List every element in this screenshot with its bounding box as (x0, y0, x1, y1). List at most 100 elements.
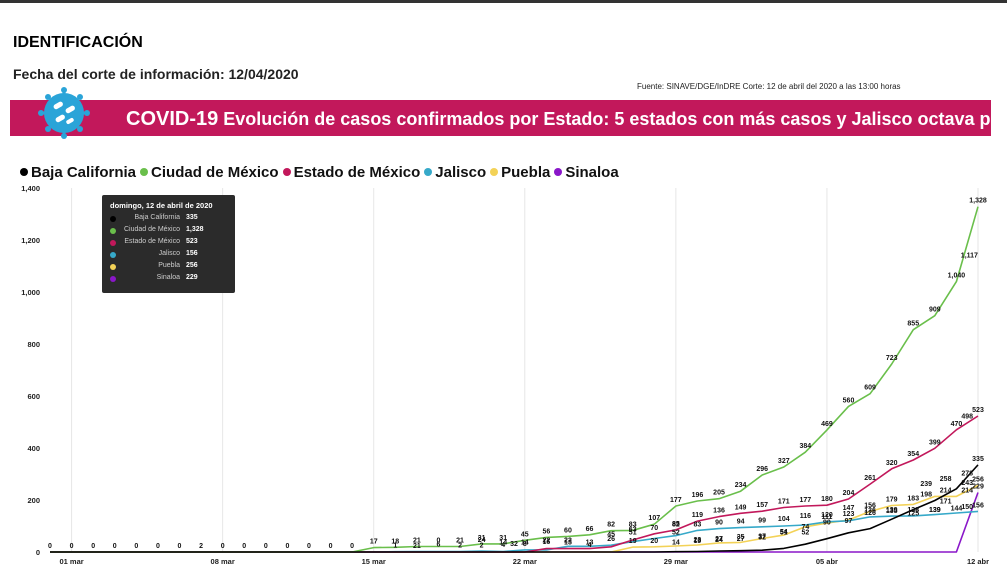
tooltip-dot (110, 252, 116, 258)
data-label: 177 (800, 497, 812, 504)
data-label: 60 (564, 527, 572, 534)
legend-item[interactable]: Ciudad de México (140, 164, 279, 181)
data-label: 125 (907, 511, 919, 518)
tooltip-value: 256 (186, 262, 198, 269)
data-label: 1,117 (961, 253, 978, 260)
data-label: 0 (178, 543, 182, 550)
data-label: 1,040 (948, 273, 966, 280)
data-label: 196 (692, 492, 704, 499)
data-label: 90 (715, 520, 723, 527)
legend-item[interactable]: Estado de México (282, 163, 421, 181)
tooltip-series-name: Puebla (158, 262, 180, 269)
legend-item[interactable]: Puebla (490, 164, 550, 181)
data-label: 0 (70, 543, 74, 550)
series-line (50, 415, 979, 553)
data-label: 258 (940, 476, 952, 483)
data-label: 855 (907, 321, 919, 328)
banner-title-lead: COVID-19 (126, 108, 219, 130)
data-label: 0 (329, 543, 333, 550)
tooltip-series-name: Sinaloa (156, 274, 180, 281)
tooltip-row: Sinaloa 229 (110, 274, 230, 286)
legend-marker (20, 168, 28, 176)
data-label: 45 (521, 531, 529, 538)
legend-label: Estado de México (293, 163, 421, 181)
data-label: 83 (629, 521, 637, 528)
data-label: 320 (886, 460, 898, 467)
legend-item[interactable]: Sinaloa (554, 164, 619, 181)
data-label: 0 (113, 543, 117, 550)
data-label: 111 (821, 514, 832, 521)
tooltip-series-name: Baja California (134, 214, 180, 221)
y-tick-label: 800 (27, 340, 40, 349)
data-label: 147 (843, 505, 855, 512)
data-label: 560 (843, 397, 855, 404)
data-label: 136 (713, 508, 725, 515)
data-label: 66 (586, 526, 594, 533)
data-label: 26 (607, 536, 615, 543)
data-label: 156 (864, 502, 876, 509)
data-label: 261 (864, 475, 876, 482)
legend-marker (554, 168, 563, 176)
data-label: 14 (672, 539, 680, 546)
tooltip-series-name: Jalisco (158, 250, 180, 257)
data-label: 20 (650, 538, 658, 545)
data-label: 138 (907, 507, 919, 514)
virus-icon (38, 87, 90, 139)
data-label: 32 (758, 535, 766, 542)
y-tick-label: 200 (27, 496, 40, 505)
data-label: 723 (886, 355, 898, 362)
x-tick-label: 08 mar (211, 557, 235, 566)
data-label: 14 (499, 539, 507, 546)
data-label: 14 (521, 539, 529, 546)
data-label: 24 (715, 537, 723, 544)
legend-item[interactable]: Baja California (20, 164, 136, 181)
data-label: 157 (756, 502, 768, 509)
data-label: 384 (800, 443, 812, 450)
tooltip-value: 156 (186, 250, 198, 257)
data-label: 54 (780, 529, 788, 536)
data-label: 1,328 (969, 198, 987, 205)
data-label: 123 (843, 511, 855, 518)
tooltip-series-name: Ciudad de México (123, 226, 180, 233)
data-label: 0 (264, 543, 268, 550)
legend-item[interactable]: Jalisco (424, 164, 486, 181)
data-label: 19 (694, 538, 702, 545)
tooltip-value: 1,328 (186, 226, 204, 233)
top-border (0, 0, 1007, 3)
data-label: 1 (393, 543, 397, 550)
data-label: 156 (972, 502, 984, 509)
data-label: 198 (920, 492, 932, 499)
section-title: IDENTIFICACIÓN (13, 34, 143, 51)
data-label: 21 (456, 538, 464, 545)
data-label: 27 (737, 536, 745, 543)
banner-title: COVID-19 Evolución de casos confirmados … (126, 108, 1007, 131)
chart-tooltip: domingo, 12 de abril de 2020 Baja Califo… (102, 195, 235, 293)
data-label: 32 (510, 541, 518, 548)
data-label: 0 (134, 543, 138, 550)
legend-label: Ciudad de México (151, 163, 279, 181)
data-label: 22 (542, 537, 550, 544)
y-tick-label: 1,000 (21, 288, 40, 297)
data-label: 0 (91, 543, 95, 550)
data-label: 94 (737, 519, 745, 526)
data-label: 17 (370, 539, 378, 546)
y-tick-label: 600 (27, 392, 40, 401)
data-label: 243 (961, 480, 973, 487)
y-tick-label: 1,200 (21, 236, 40, 245)
data-label: 99 (758, 517, 766, 524)
tooltip-series-name: Estado de México (124, 238, 180, 245)
data-label: 144 (951, 506, 963, 513)
tooltip-row: Puebla 256 (110, 262, 230, 274)
data-label: 229 (972, 483, 984, 490)
data-label: 52 (801, 529, 809, 536)
legend-label: Jalisco (435, 163, 487, 181)
x-tick-label: 01 mar (59, 557, 83, 566)
data-label: 399 (929, 439, 941, 446)
data-label: 4 (588, 542, 592, 549)
data-label: 239 (920, 481, 932, 488)
data-label: 139 (886, 507, 898, 514)
data-label: 126 (864, 510, 876, 517)
data-label: 51 (780, 530, 788, 537)
data-label: 23 (694, 537, 702, 544)
data-label: 90 (823, 520, 831, 527)
